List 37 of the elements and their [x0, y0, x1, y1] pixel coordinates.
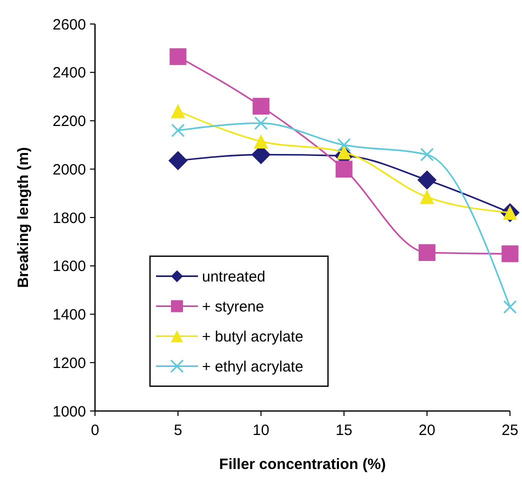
y-tick-label: 2200 — [52, 113, 86, 130]
point — [420, 190, 434, 204]
point — [418, 244, 436, 261]
y-tick-label: 1200 — [52, 354, 86, 372]
point — [252, 98, 270, 115]
x-tick-label: 10 — [252, 422, 270, 439]
point — [420, 148, 434, 162]
x-tick-label: 15 — [336, 422, 352, 439]
x-tick-label: 0 — [90, 422, 100, 439]
x-tick-label: 25 — [502, 422, 518, 439]
point — [170, 48, 186, 66]
legend-label: untreated — [202, 268, 266, 286]
y-tick-label: 1000 — [52, 403, 86, 420]
point — [417, 170, 437, 190]
x-tick-label: 5 — [174, 422, 182, 439]
y-tick-label: 1600 — [52, 258, 86, 276]
point — [254, 116, 268, 130]
legend-label: + butyl acrylate — [202, 328, 304, 346]
x-tick-label: 20 — [418, 422, 436, 439]
point — [337, 138, 351, 152]
point — [502, 245, 518, 262]
point — [168, 151, 188, 170]
y-tick-label: 2000 — [52, 161, 86, 178]
point — [170, 104, 186, 118]
y-tick-label: 1800 — [52, 210, 86, 227]
point — [336, 144, 352, 160]
point — [336, 160, 352, 178]
y-tick-label: 2600 — [52, 16, 86, 34]
point — [171, 124, 185, 138]
legend-label: + ethyl acrylate — [202, 358, 304, 376]
point — [254, 134, 268, 149]
point — [503, 300, 517, 314]
legend-label: + styrene — [202, 298, 264, 316]
y-tick-label: 1400 — [52, 306, 86, 324]
x-axis-title: Filler concentration (%) — [219, 456, 386, 473]
y-axis-title: Breaking length (m) — [15, 147, 32, 288]
y-tick-label: 2400 — [52, 64, 86, 82]
